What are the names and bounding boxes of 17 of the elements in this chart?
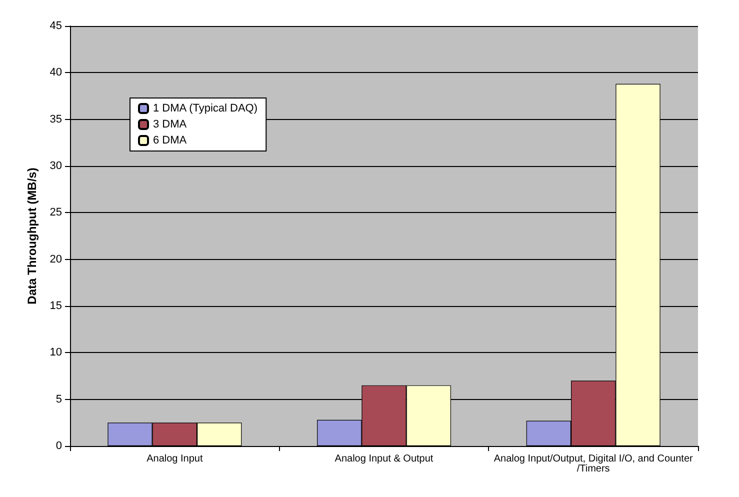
x-tick-label: Analog Input/Output, Digital I/O, and Counter/Timers <box>494 454 694 474</box>
legend-label: 1 DMA (Typical DAQ) <box>153 102 258 114</box>
x-tick-label: Analog Input & Output <box>334 454 434 464</box>
y-tick-label: 0 <box>56 440 62 452</box>
y-tick-label: 5 <box>56 393 62 406</box>
y-tick-label: 15 <box>50 300 62 312</box>
legend-label: 3 DMA <box>153 118 188 130</box>
y-axis-title: Data Throughput (MB/s) <box>25 168 39 304</box>
y-tick-label: 10 <box>50 346 62 359</box>
y-tick-label: 45 <box>50 20 62 32</box>
y-tick-label: 40 <box>50 66 62 79</box>
y-tick-label: 30 <box>50 160 62 172</box>
y-tick-label: 25 <box>50 206 62 219</box>
x-tick-label: Analog Input <box>146 454 203 464</box>
legend-label: 6 DMA <box>153 134 188 146</box>
y-tick-label: 20 <box>50 253 62 266</box>
y-tick-label: 35 <box>50 113 62 126</box>
